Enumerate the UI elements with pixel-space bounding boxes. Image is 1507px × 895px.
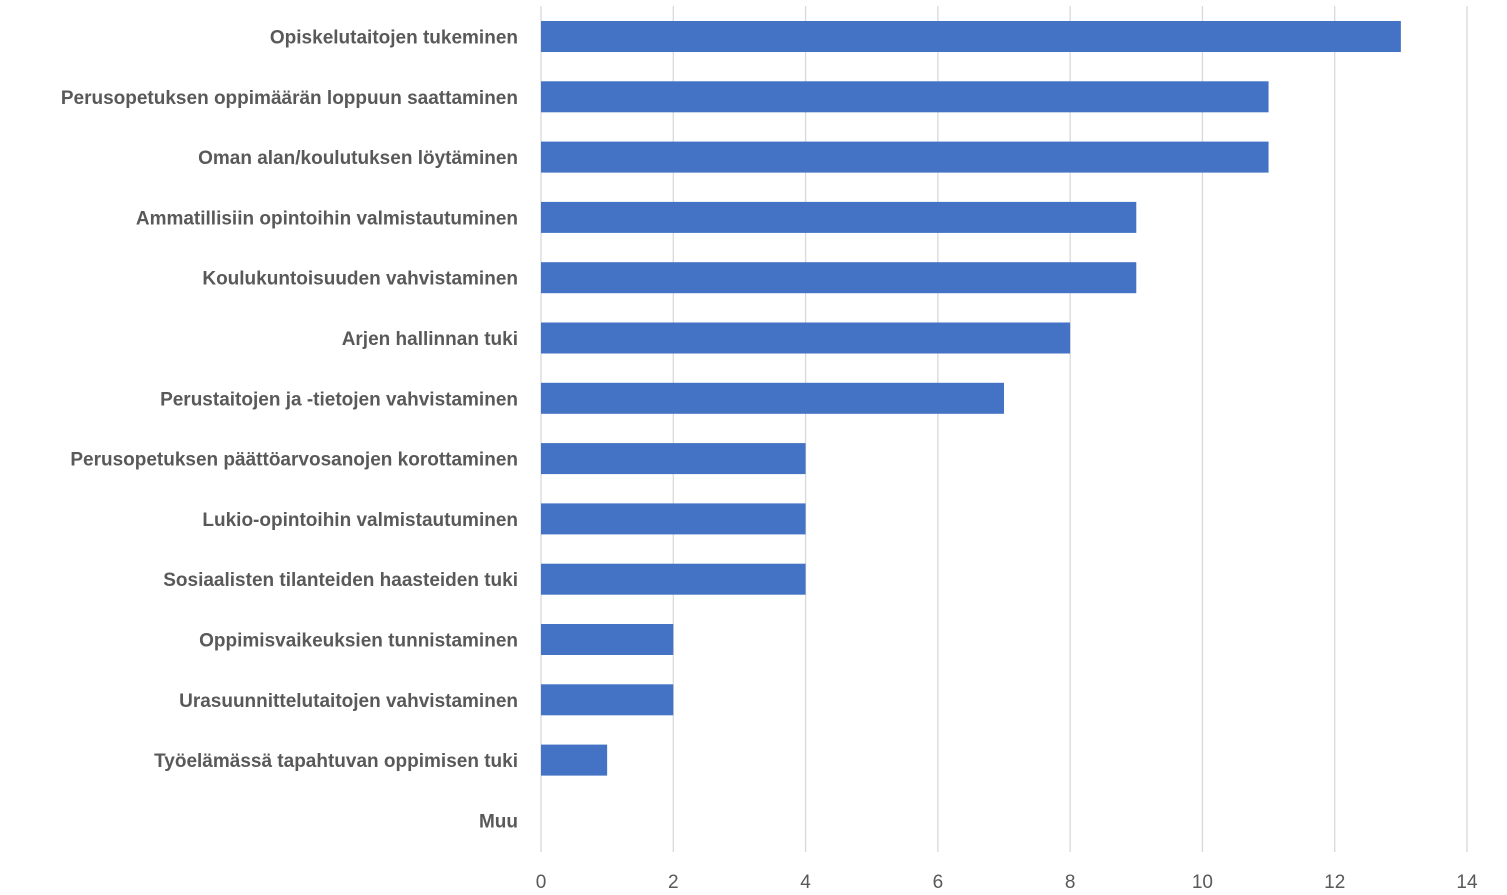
category-label: Opiskelutaitojen tukeminen [270, 28, 518, 49]
category-label: Sosiaalisten tilanteiden haasteiden tuki [163, 570, 518, 591]
category-label: Urasuunnittelutaitojen vahvistaminen [179, 691, 518, 712]
category-label: Ammatillisiin opintoihin valmistautumine… [136, 208, 518, 229]
bar-9 [541, 563, 806, 595]
category-label: Arjen hallinnan tuki [342, 329, 518, 350]
category-label: Koulukuntoisuuden vahvistaminen [202, 269, 518, 290]
bar-11 [541, 684, 674, 716]
bar-4 [541, 262, 1137, 294]
category-label: Perusopetuksen päättöarvosanojen korotta… [70, 450, 518, 471]
x-tick-label: 10 [1192, 872, 1213, 893]
bar-1 [541, 81, 1269, 113]
category-label: Lukio-opintoihin valmistautuminen [202, 510, 518, 531]
category-label: Perustaitojen ja -tietojen vahvistaminen [160, 389, 518, 410]
bar-3 [541, 201, 1137, 233]
x-tick-label: 2 [668, 872, 679, 893]
x-tick-label: 6 [933, 872, 944, 893]
bar-7 [541, 443, 806, 475]
bar-2 [541, 141, 1269, 173]
category-label: Perusopetuksen oppimäärän loppuun saatta… [61, 88, 518, 109]
x-tick-label: 8 [1065, 872, 1076, 893]
bar-0 [541, 21, 1401, 52]
bar-5 [541, 322, 1071, 354]
category-label: Oppimisvaikeuksien tunnistaminen [199, 631, 518, 652]
category-label: Työelämässä tapahtuvan oppimisen tuki [154, 751, 518, 772]
category-label: Muu [479, 811, 518, 832]
bars [541, 21, 1401, 776]
bar-10 [541, 624, 674, 655]
category-label: Oman alan/koulutuksen löytäminen [198, 148, 518, 169]
x-tick-label: 12 [1324, 872, 1345, 893]
gridlines [540, 6, 1468, 852]
bar-6 [541, 382, 1004, 414]
x-tick-labels: 0 2 4 6 8 10 12 14 [536, 872, 1478, 893]
bar-12 [541, 744, 608, 776]
x-tick-label: 4 [800, 872, 811, 893]
x-tick-label: 0 [536, 872, 547, 893]
x-tick-label: 14 [1456, 872, 1478, 893]
category-labels: Opiskelutaitojen tukeminen Perusopetuksen… [61, 28, 518, 833]
bar-8 [541, 503, 806, 535]
